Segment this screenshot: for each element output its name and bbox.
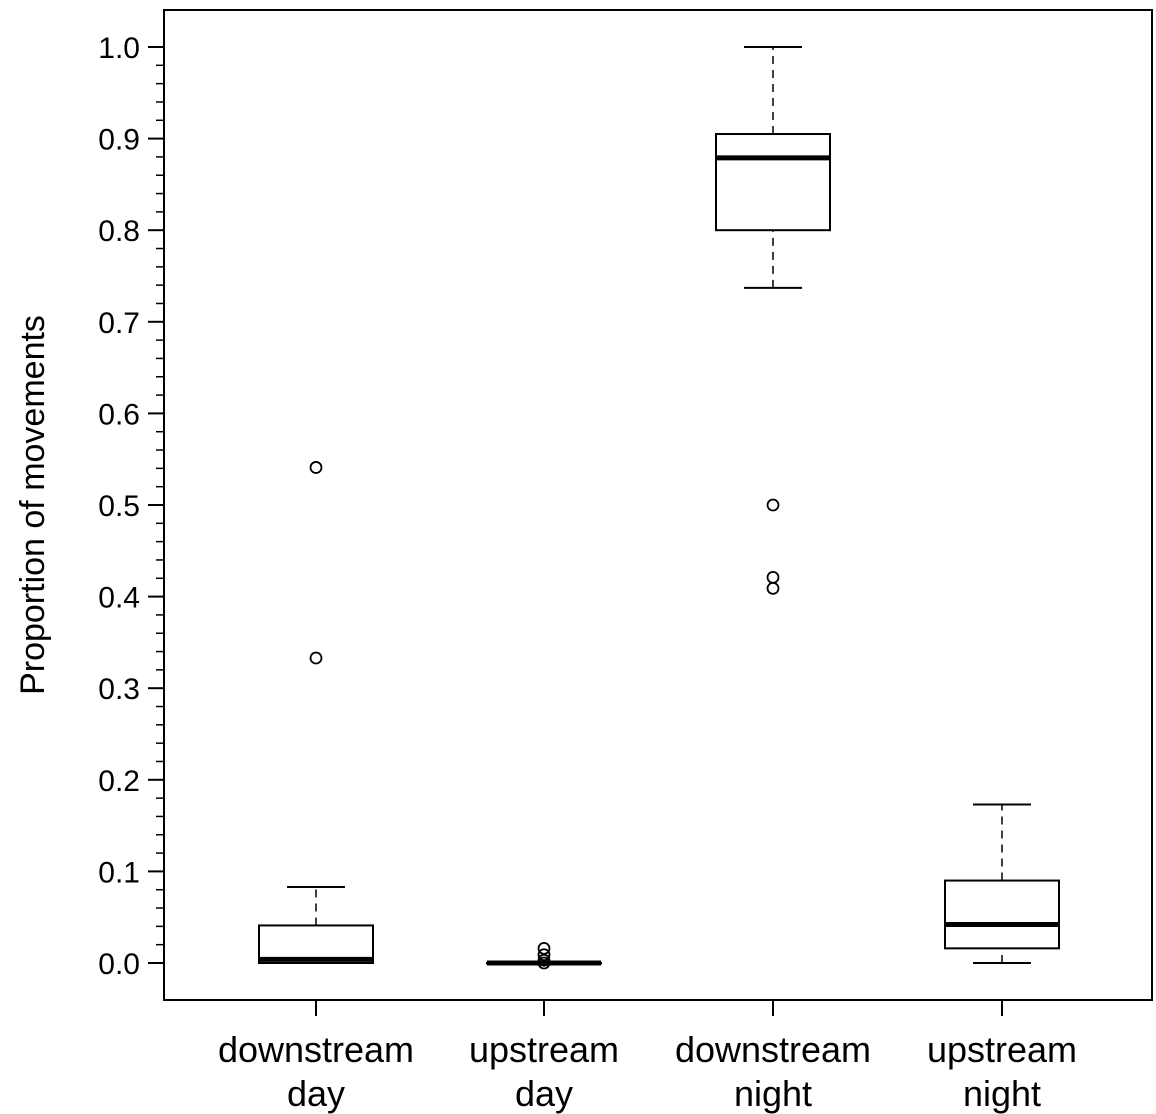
x-tick-label: night [734,1073,812,1114]
x-tick-label: downstream [218,1029,414,1070]
outlier-point [537,953,551,967]
plot-frame [163,9,1153,1001]
x-tick-label: upstream [469,1029,619,1070]
boxes [258,46,1060,970]
y-tick-label: 0.6 [98,398,140,431]
y-tick-label: 0.4 [98,582,140,615]
outlier-point [766,570,780,584]
x-tick-label: day [287,1073,345,1114]
outlier-point [537,948,551,962]
iqr-box [715,133,831,232]
y-tick-label: 0.7 [98,307,140,340]
y-tick-label: 0.9 [98,124,140,157]
y-axis: 0.0 0.1 0.2 0.3 0.4 0.5 0.6 0.7 0.8 0.9 1.0 [98,32,164,981]
y-tick-label: 0.5 [98,490,140,523]
outlier-point [766,498,780,512]
box-group [258,461,374,964]
outlier-point [766,581,780,595]
x-tick-label: downstream [675,1029,871,1070]
x-tick-label: day [515,1073,573,1114]
box-group [944,803,1060,964]
y-tick-label: 0.3 [98,673,140,706]
y-axis-title: Proportion of movements [14,315,52,695]
outlier-point [537,941,551,955]
y-tick-label: 0.2 [98,765,140,798]
iqr-box [258,924,374,964]
y-tick-label: 0.1 [98,856,140,889]
iqr-box [944,879,1060,950]
x-tick-label: upstream [927,1029,1077,1070]
box-group [486,941,602,970]
y-tick-label: 0.8 [98,215,140,248]
x-tick-label: night [963,1073,1041,1114]
y-tick-label: 0.0 [98,948,140,981]
outlier-point [309,461,323,474]
x-axis: downstreamdayupstreamdaydownstreamnightu… [218,1000,1077,1114]
y-tick-label: 1.0 [98,32,140,65]
outlier-point [309,651,323,665]
box-group [715,46,831,595]
